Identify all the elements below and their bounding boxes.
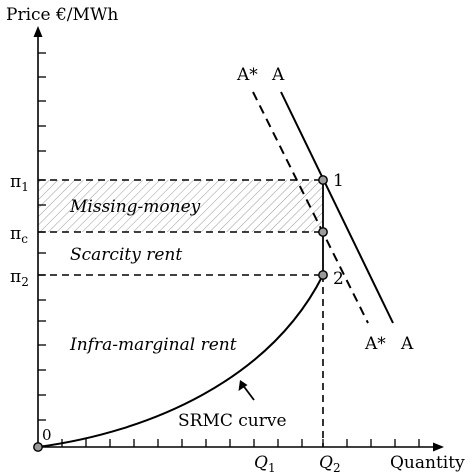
pi2-label: π2 <box>10 267 29 289</box>
srmc-pointer-arrowhead <box>238 380 248 391</box>
point-1-marker <box>318 175 328 185</box>
pi1-label: π1 <box>10 172 29 194</box>
demand-curve-a <box>280 91 394 324</box>
a-label-top: A <box>271 65 285 85</box>
point-1-label: 1 <box>333 171 344 191</box>
y-axis-arrow <box>33 26 43 37</box>
point-c-marker <box>318 227 328 237</box>
inframarginal-rent-label: Infra-marginal rent <box>69 335 237 355</box>
point-2-label: 2 <box>333 269 344 289</box>
a-star-label-bottom: A* <box>364 334 386 354</box>
x-axis-title: Quantity <box>390 453 465 473</box>
a-label-bottom: A <box>400 334 414 354</box>
missing-money-label: Missing-money <box>69 197 201 217</box>
srmc-curve <box>37 274 324 448</box>
a-star-label-top: A* <box>236 65 258 85</box>
origin-label: 0 <box>42 426 52 444</box>
pic-label: πc <box>10 224 28 246</box>
demand-curve-a-star <box>252 91 369 324</box>
scarcity-rent-label: Scarcity rent <box>70 245 182 265</box>
y-axis-title: Price €/MWh <box>6 5 118 25</box>
x-axis-arrow <box>433 442 444 452</box>
x-axis-ticks <box>61 439 420 447</box>
origin-marker <box>33 442 43 452</box>
q2-label: Q2 <box>319 453 341 474</box>
srmc-curve-label: SRMC curve <box>178 411 287 431</box>
y-axis-ticks <box>38 52 46 421</box>
q1-label: Q1 <box>254 453 276 474</box>
point-2-marker <box>318 270 328 280</box>
missing-money-region <box>38 180 323 232</box>
